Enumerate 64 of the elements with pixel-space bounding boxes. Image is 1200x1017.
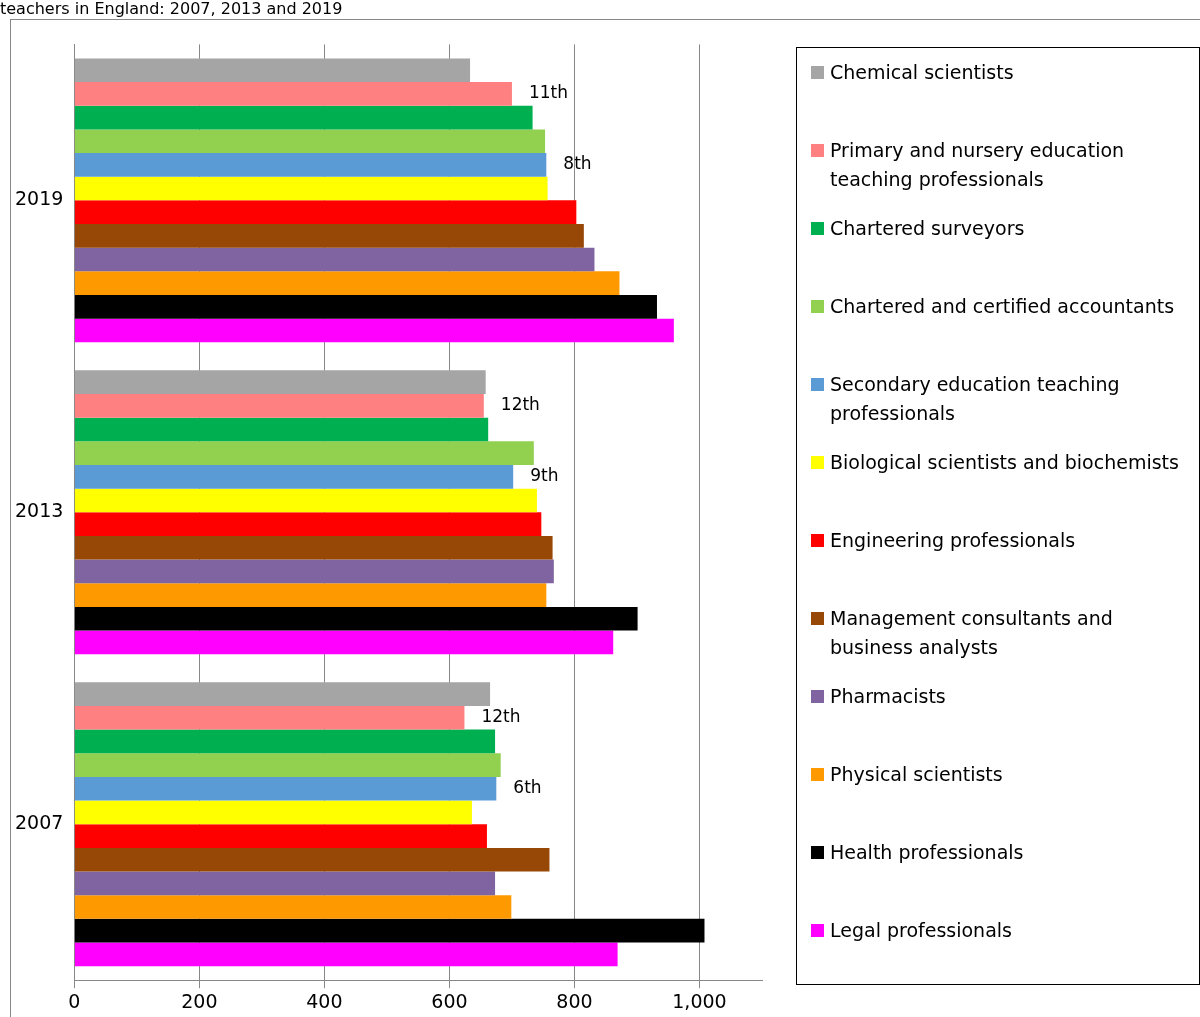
x-tick-label: 600	[431, 989, 468, 1012]
bar	[74, 682, 491, 706]
legend-label: Management consultants and business analysts	[830, 606, 1114, 660]
bar	[74, 847, 550, 872]
x-tick-label: 0	[68, 989, 81, 1012]
bar	[74, 606, 638, 631]
bar	[74, 488, 537, 513]
bar	[74, 294, 657, 319]
legend-label: Pharmacists	[830, 684, 946, 709]
legend-label: Chartered surveyors	[830, 216, 1025, 241]
annotation: 11th	[528, 82, 569, 103]
bar	[74, 871, 496, 896]
bar	[74, 417, 489, 442]
x-tick-label: 400	[306, 989, 343, 1012]
x-tick-label: 200	[181, 989, 218, 1012]
bar	[74, 370, 486, 395]
bar	[74, 776, 497, 801]
annotation: 12th	[500, 394, 540, 415]
bar	[74, 441, 534, 465]
annotation: 6th	[513, 777, 542, 798]
bar	[74, 800, 472, 825]
annotation: 9th	[530, 465, 559, 486]
x-tick-label: 800	[556, 989, 593, 1012]
bar	[74, 583, 547, 607]
annotation: 12th	[481, 706, 521, 727]
bar	[74, 224, 584, 248]
bar	[74, 895, 512, 919]
chart-title: teachers in England: 2007, 2013 and 2019	[0, 0, 343, 18]
bar	[74, 559, 554, 584]
bar	[74, 271, 620, 295]
bar	[74, 82, 512, 106]
bar	[74, 176, 548, 201]
legend-label: Chartered and certified accountants	[830, 294, 1175, 319]
legend-label: Chemical scientists	[830, 60, 1014, 85]
y-tick-label: 2007	[14, 811, 64, 834]
legend-label: Legal professionals	[830, 918, 1012, 943]
bar	[74, 824, 487, 848]
annotation: 8th	[563, 153, 592, 174]
y-tick-label: 2013	[14, 499, 64, 522]
bar	[74, 58, 471, 83]
bar	[74, 129, 546, 154]
bar	[74, 753, 501, 777]
bar	[74, 394, 484, 418]
bar	[74, 512, 542, 536]
legend-label: Primary and nursery education teaching professionals	[830, 138, 1126, 192]
bar	[74, 200, 577, 225]
legend-label: Engineering professionals	[830, 528, 1076, 553]
bar	[74, 918, 705, 943]
y-tick-label: 2019	[14, 187, 64, 210]
bar	[74, 942, 618, 967]
bar	[74, 705, 465, 730]
legend-label: Biological scientists and biochemists	[830, 450, 1179, 475]
bar	[74, 464, 514, 489]
bar	[74, 153, 547, 177]
bar	[74, 247, 595, 272]
x-tick-label: 1,000	[672, 989, 727, 1012]
bar	[74, 729, 496, 754]
legend-label: Health professionals	[830, 840, 1024, 865]
bar	[74, 318, 674, 343]
bar	[74, 105, 533, 130]
bar	[74, 630, 614, 655]
legend-label: Secondary education teaching professionals	[830, 372, 1121, 426]
legend-label: Physical scientists	[830, 762, 1003, 787]
bar	[74, 535, 553, 560]
